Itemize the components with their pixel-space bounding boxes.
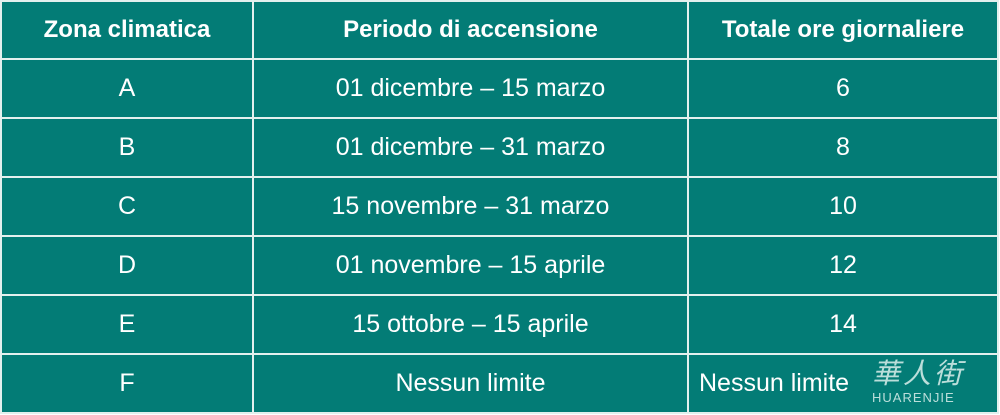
table-row: D 01 novembre – 15 aprile 12 bbox=[0, 235, 999, 296]
cell-zona: D bbox=[0, 235, 254, 296]
header-totale-ore: Totale ore giornaliere bbox=[687, 0, 999, 60]
cell-ore: 8 bbox=[687, 117, 999, 178]
cell-periodo: 01 dicembre – 15 marzo bbox=[252, 58, 689, 119]
cell-ore: Nessun limite bbox=[687, 353, 999, 414]
cell-zona: C bbox=[0, 176, 254, 237]
cell-periodo: 15 novembre – 31 marzo bbox=[252, 176, 689, 237]
cell-ore: 12 bbox=[687, 235, 999, 296]
table-row: E 15 ottobre – 15 aprile 14 bbox=[0, 294, 999, 355]
header-periodo-accensione: Periodo di accensione bbox=[252, 0, 689, 60]
table-row: A 01 dicembre – 15 marzo 6 bbox=[0, 58, 999, 119]
cell-ore: 6 bbox=[687, 58, 999, 119]
cell-ore: 10 bbox=[687, 176, 999, 237]
header-zona-climatica: Zona climatica bbox=[0, 0, 254, 60]
table-row: C 15 novembre – 31 marzo 10 bbox=[0, 176, 999, 237]
cell-zona: E bbox=[0, 294, 254, 355]
cell-periodo: 15 ottobre – 15 aprile bbox=[252, 294, 689, 355]
cell-periodo: 01 novembre – 15 aprile bbox=[252, 235, 689, 296]
cell-periodo: Nessun limite bbox=[252, 353, 689, 414]
cell-ore: 14 bbox=[687, 294, 999, 355]
cell-zona: B bbox=[0, 117, 254, 178]
table-header-row: Zona climatica Periodo di accensione Tot… bbox=[0, 0, 999, 60]
table-row: F Nessun limite Nessun limite bbox=[0, 353, 999, 414]
cell-periodo: 01 dicembre – 31 marzo bbox=[252, 117, 689, 178]
cell-zona: F bbox=[0, 353, 254, 414]
cell-zona: A bbox=[0, 58, 254, 119]
table-row: B 01 dicembre – 31 marzo 8 bbox=[0, 117, 999, 178]
